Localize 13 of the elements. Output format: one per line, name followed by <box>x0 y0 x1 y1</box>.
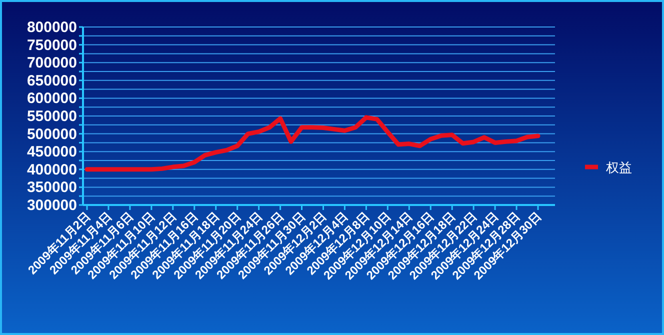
y-tick-label: 550000 <box>26 108 77 125</box>
y-tick-label: 500000 <box>26 126 77 143</box>
y-tick-label: 450000 <box>26 144 77 161</box>
y-tick-label: 800000 <box>26 19 77 36</box>
y-tick-label: 300000 <box>26 197 77 214</box>
y-tick-label: 650000 <box>26 72 77 90</box>
line-series <box>84 115 540 172</box>
legend-label: 权益 <box>605 160 632 175</box>
y-tick-label: 600000 <box>26 90 77 108</box>
y-tick-label: 750000 <box>26 36 77 54</box>
y-tick-label: 700000 <box>26 54 77 72</box>
y-tick-label: 400000 <box>26 161 77 178</box>
y-tick-label: 350000 <box>26 179 77 196</box>
